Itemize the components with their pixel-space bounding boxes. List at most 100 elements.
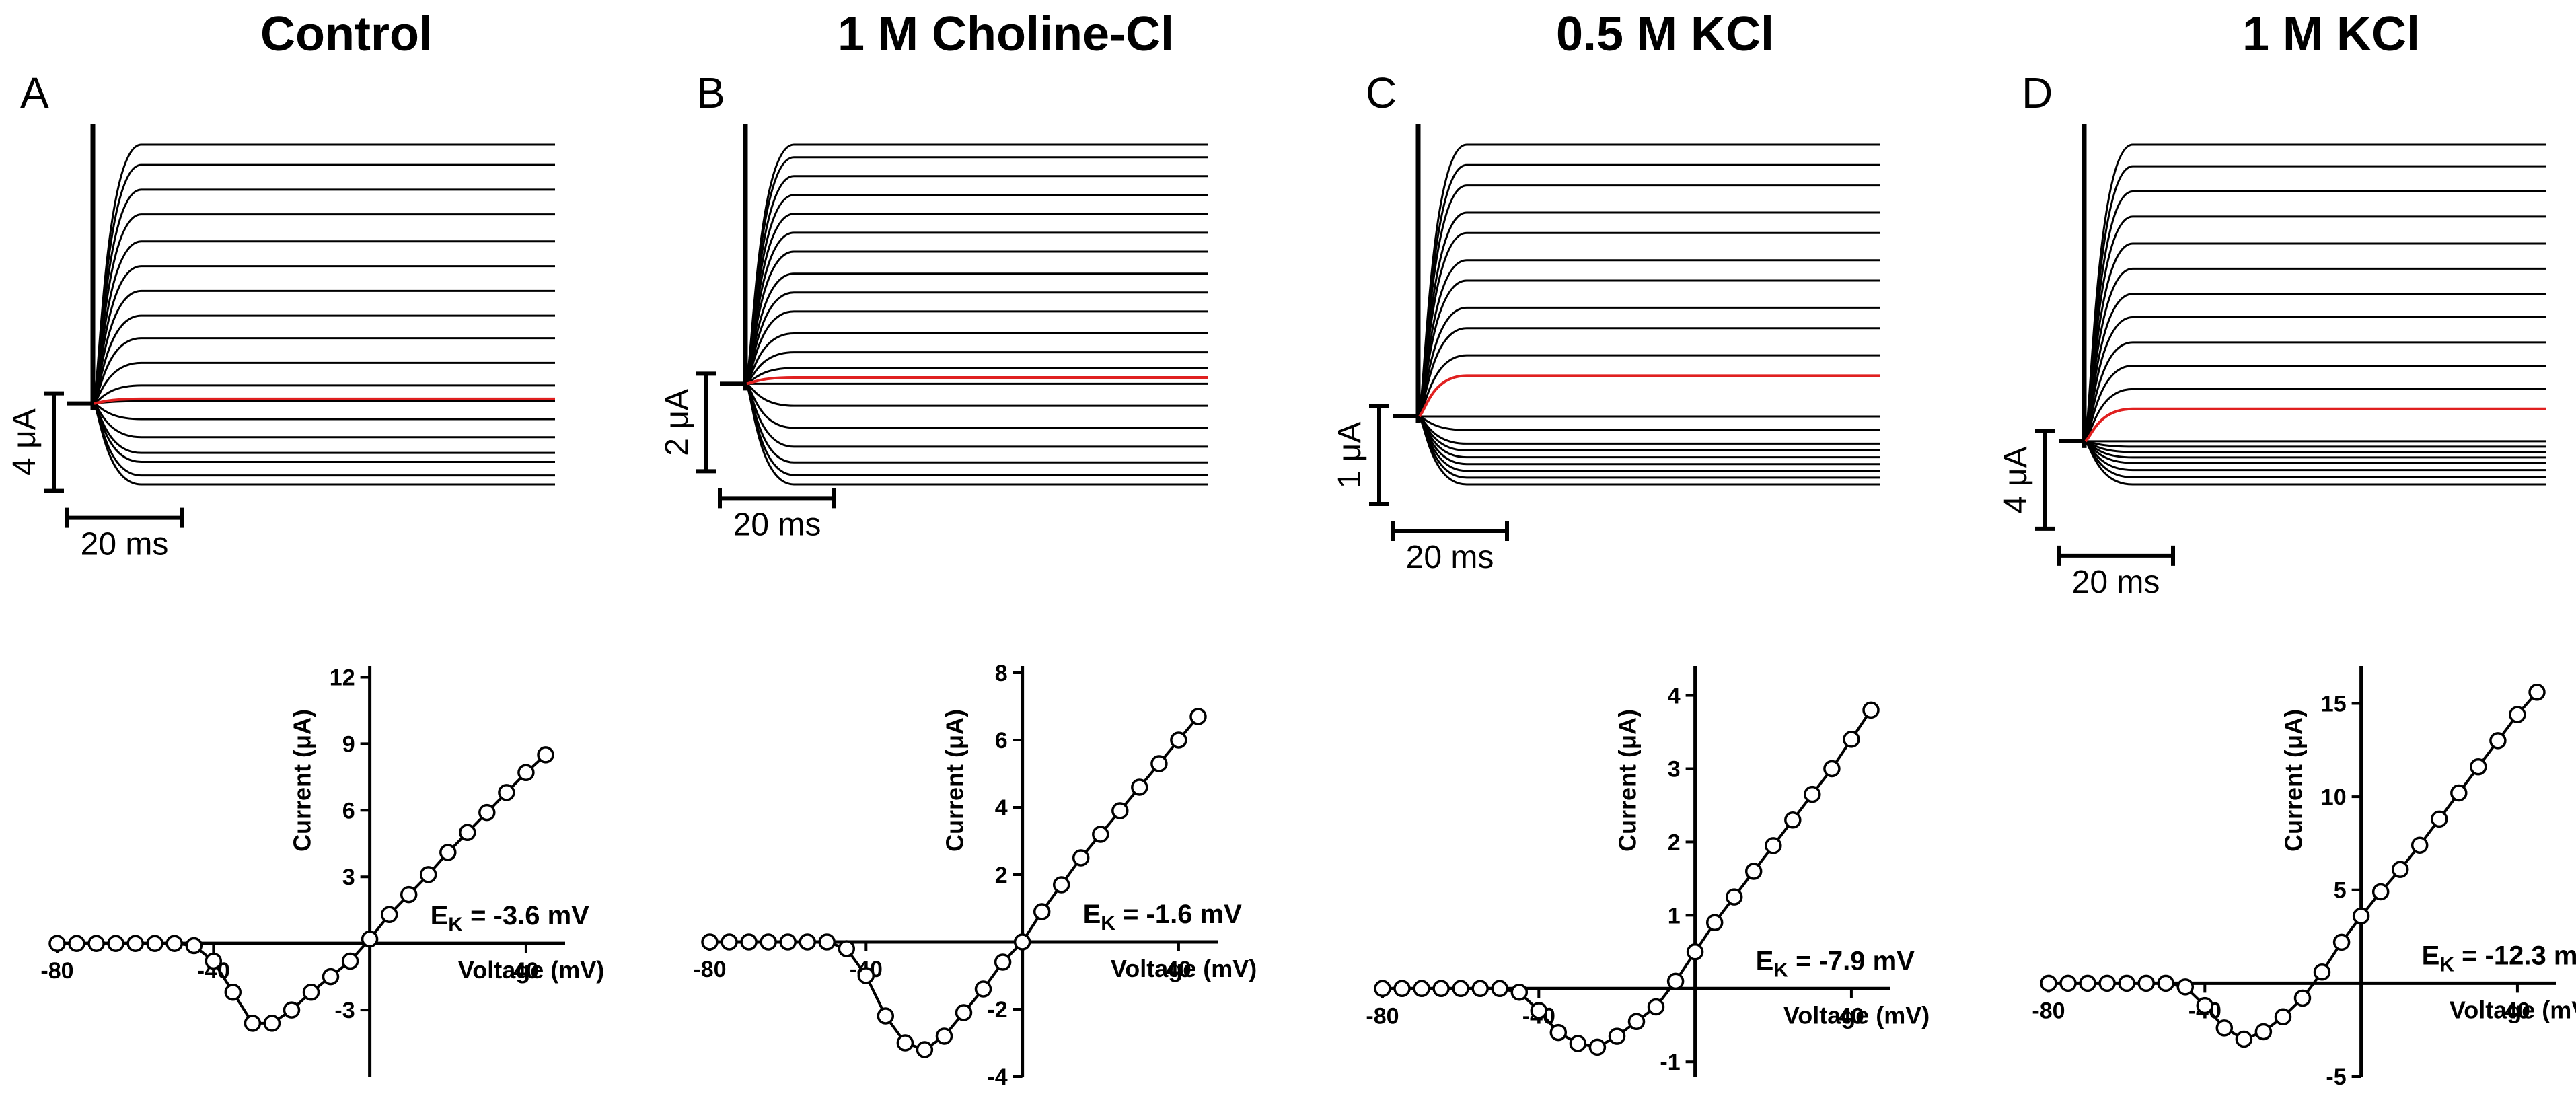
- iv-data-point: [994, 953, 1012, 971]
- iv-data-point: [799, 933, 816, 951]
- current-scale-label: 1 μA: [1332, 422, 1368, 489]
- current-trace: [1418, 211, 1880, 417]
- y-tick-label: 15: [2321, 691, 2347, 717]
- iv-data-point: [2079, 974, 2096, 992]
- iv-data-point: [1725, 888, 1743, 906]
- y-tick-label: 5: [2334, 878, 2347, 904]
- iv-data-point: [2352, 907, 2370, 925]
- iv-data-point: [2118, 974, 2135, 992]
- y-tick-label: 3: [1668, 757, 1681, 782]
- current-trace: [93, 289, 555, 404]
- ek-subscript: K: [1101, 912, 1115, 935]
- current-trace-red: [1418, 374, 1880, 418]
- current-trace: [745, 383, 1208, 476]
- iv-data-point: [2332, 933, 2351, 951]
- current-trace: [2084, 316, 2546, 442]
- current-trace: [2084, 215, 2546, 442]
- iv-data-point: [818, 933, 836, 951]
- iv-data-point: [701, 933, 719, 951]
- current-trace: [745, 310, 1208, 385]
- ek-symbol: E: [1083, 900, 1101, 929]
- y-tick-label: 4: [1668, 684, 1681, 709]
- y-tick-label: -1: [1660, 1050, 1680, 1075]
- iv-data-point: [1033, 903, 1051, 920]
- iv-data-point: [955, 1004, 973, 1021]
- ek-value: = -7.9 mV: [1788, 946, 1915, 976]
- current-trace: [1418, 415, 1880, 451]
- iv-data-point: [896, 1034, 914, 1052]
- current-trace: [745, 383, 1208, 464]
- current-trace: [93, 163, 555, 404]
- iv-data-point: [2235, 1030, 2253, 1048]
- current-traces: 1 μA 20 ms: [1332, 124, 1880, 575]
- reversal-potential-label: EK = -12.3 mV: [2422, 941, 2576, 976]
- x-axis-title: Voltage (mV): [1111, 955, 1257, 982]
- current-trace: [745, 213, 1208, 384]
- current-trace: [2084, 293, 2546, 442]
- iv-data-point: [361, 930, 379, 948]
- iv-data-point: [1491, 980, 1508, 998]
- iv-data-point: [439, 844, 457, 861]
- time-scale-label: 20 ms: [81, 527, 169, 562]
- current-trace: [1418, 259, 1880, 417]
- y-tick-label: 6: [342, 798, 355, 824]
- current-trace: [745, 231, 1208, 384]
- current-trace: [2084, 165, 2546, 442]
- current-scale-label: 4 μA: [7, 408, 42, 476]
- time-scale-label: 20 ms: [2072, 564, 2160, 600]
- panel-letter: A: [20, 69, 49, 117]
- panel-letter: C: [1366, 69, 1397, 117]
- x-tick-label: -80: [40, 958, 73, 984]
- iv-data-point: [165, 935, 183, 952]
- iv-data-point: [2411, 836, 2429, 854]
- x-tick-label: 40: [1166, 957, 1191, 982]
- current-trace: [2084, 143, 2546, 442]
- current-trace: [1418, 306, 1880, 417]
- iv-data-point: [1765, 837, 1782, 854]
- iv-data-point: [48, 935, 66, 952]
- iv-data-point: [2040, 974, 2057, 992]
- iv-data-point: [400, 885, 418, 904]
- current-trace: [2084, 408, 2546, 442]
- x-tick-label: -80: [1366, 1003, 1399, 1029]
- iv-data-point: [974, 980, 992, 998]
- iv-data-point: [146, 935, 163, 952]
- iv-data-point: [2137, 974, 2155, 992]
- y-tick-label: -5: [2326, 1064, 2346, 1090]
- ek-symbol: E: [1756, 946, 1774, 976]
- panel-title: 1 M KCl: [2242, 7, 2420, 61]
- current-trace: [94, 402, 555, 421]
- iv-data-point: [263, 1015, 281, 1032]
- reversal-potential-label: EK = -7.9 mV: [1756, 946, 1915, 981]
- iv-data-point: [380, 906, 398, 924]
- current-trace-red: [94, 397, 555, 405]
- current-trace: [2084, 365, 2546, 442]
- iv-data-point: [877, 1007, 895, 1025]
- current-trace: [93, 402, 555, 439]
- iv-data-point: [1686, 943, 1704, 961]
- current-trace: [1418, 143, 1880, 417]
- iv-data-point: [1072, 849, 1090, 867]
- iv-data-point: [2274, 1008, 2292, 1026]
- current-trace-red: [2084, 407, 2546, 443]
- iv-data-point: [1374, 980, 1391, 998]
- iv-data-point: [1784, 811, 1802, 829]
- current-trace: [1418, 416, 1880, 479]
- iv-data-point: [1588, 1038, 1607, 1056]
- current-trace: [1418, 374, 1880, 417]
- current-scale-label: 4 μA: [1998, 447, 2034, 514]
- iv-data-point: [2313, 963, 2331, 981]
- iv-data-point: [1471, 980, 1489, 998]
- iv-data-point: [517, 764, 535, 782]
- panel-letter: D: [2022, 69, 2053, 117]
- iv-data-point: [1131, 778, 1148, 796]
- iv-data-point: [1804, 785, 1821, 803]
- iv-data-point: [2371, 883, 2390, 901]
- reversal-potential-label: EK = -3.6 mV: [431, 901, 590, 936]
- panel-letter: B: [696, 69, 725, 117]
